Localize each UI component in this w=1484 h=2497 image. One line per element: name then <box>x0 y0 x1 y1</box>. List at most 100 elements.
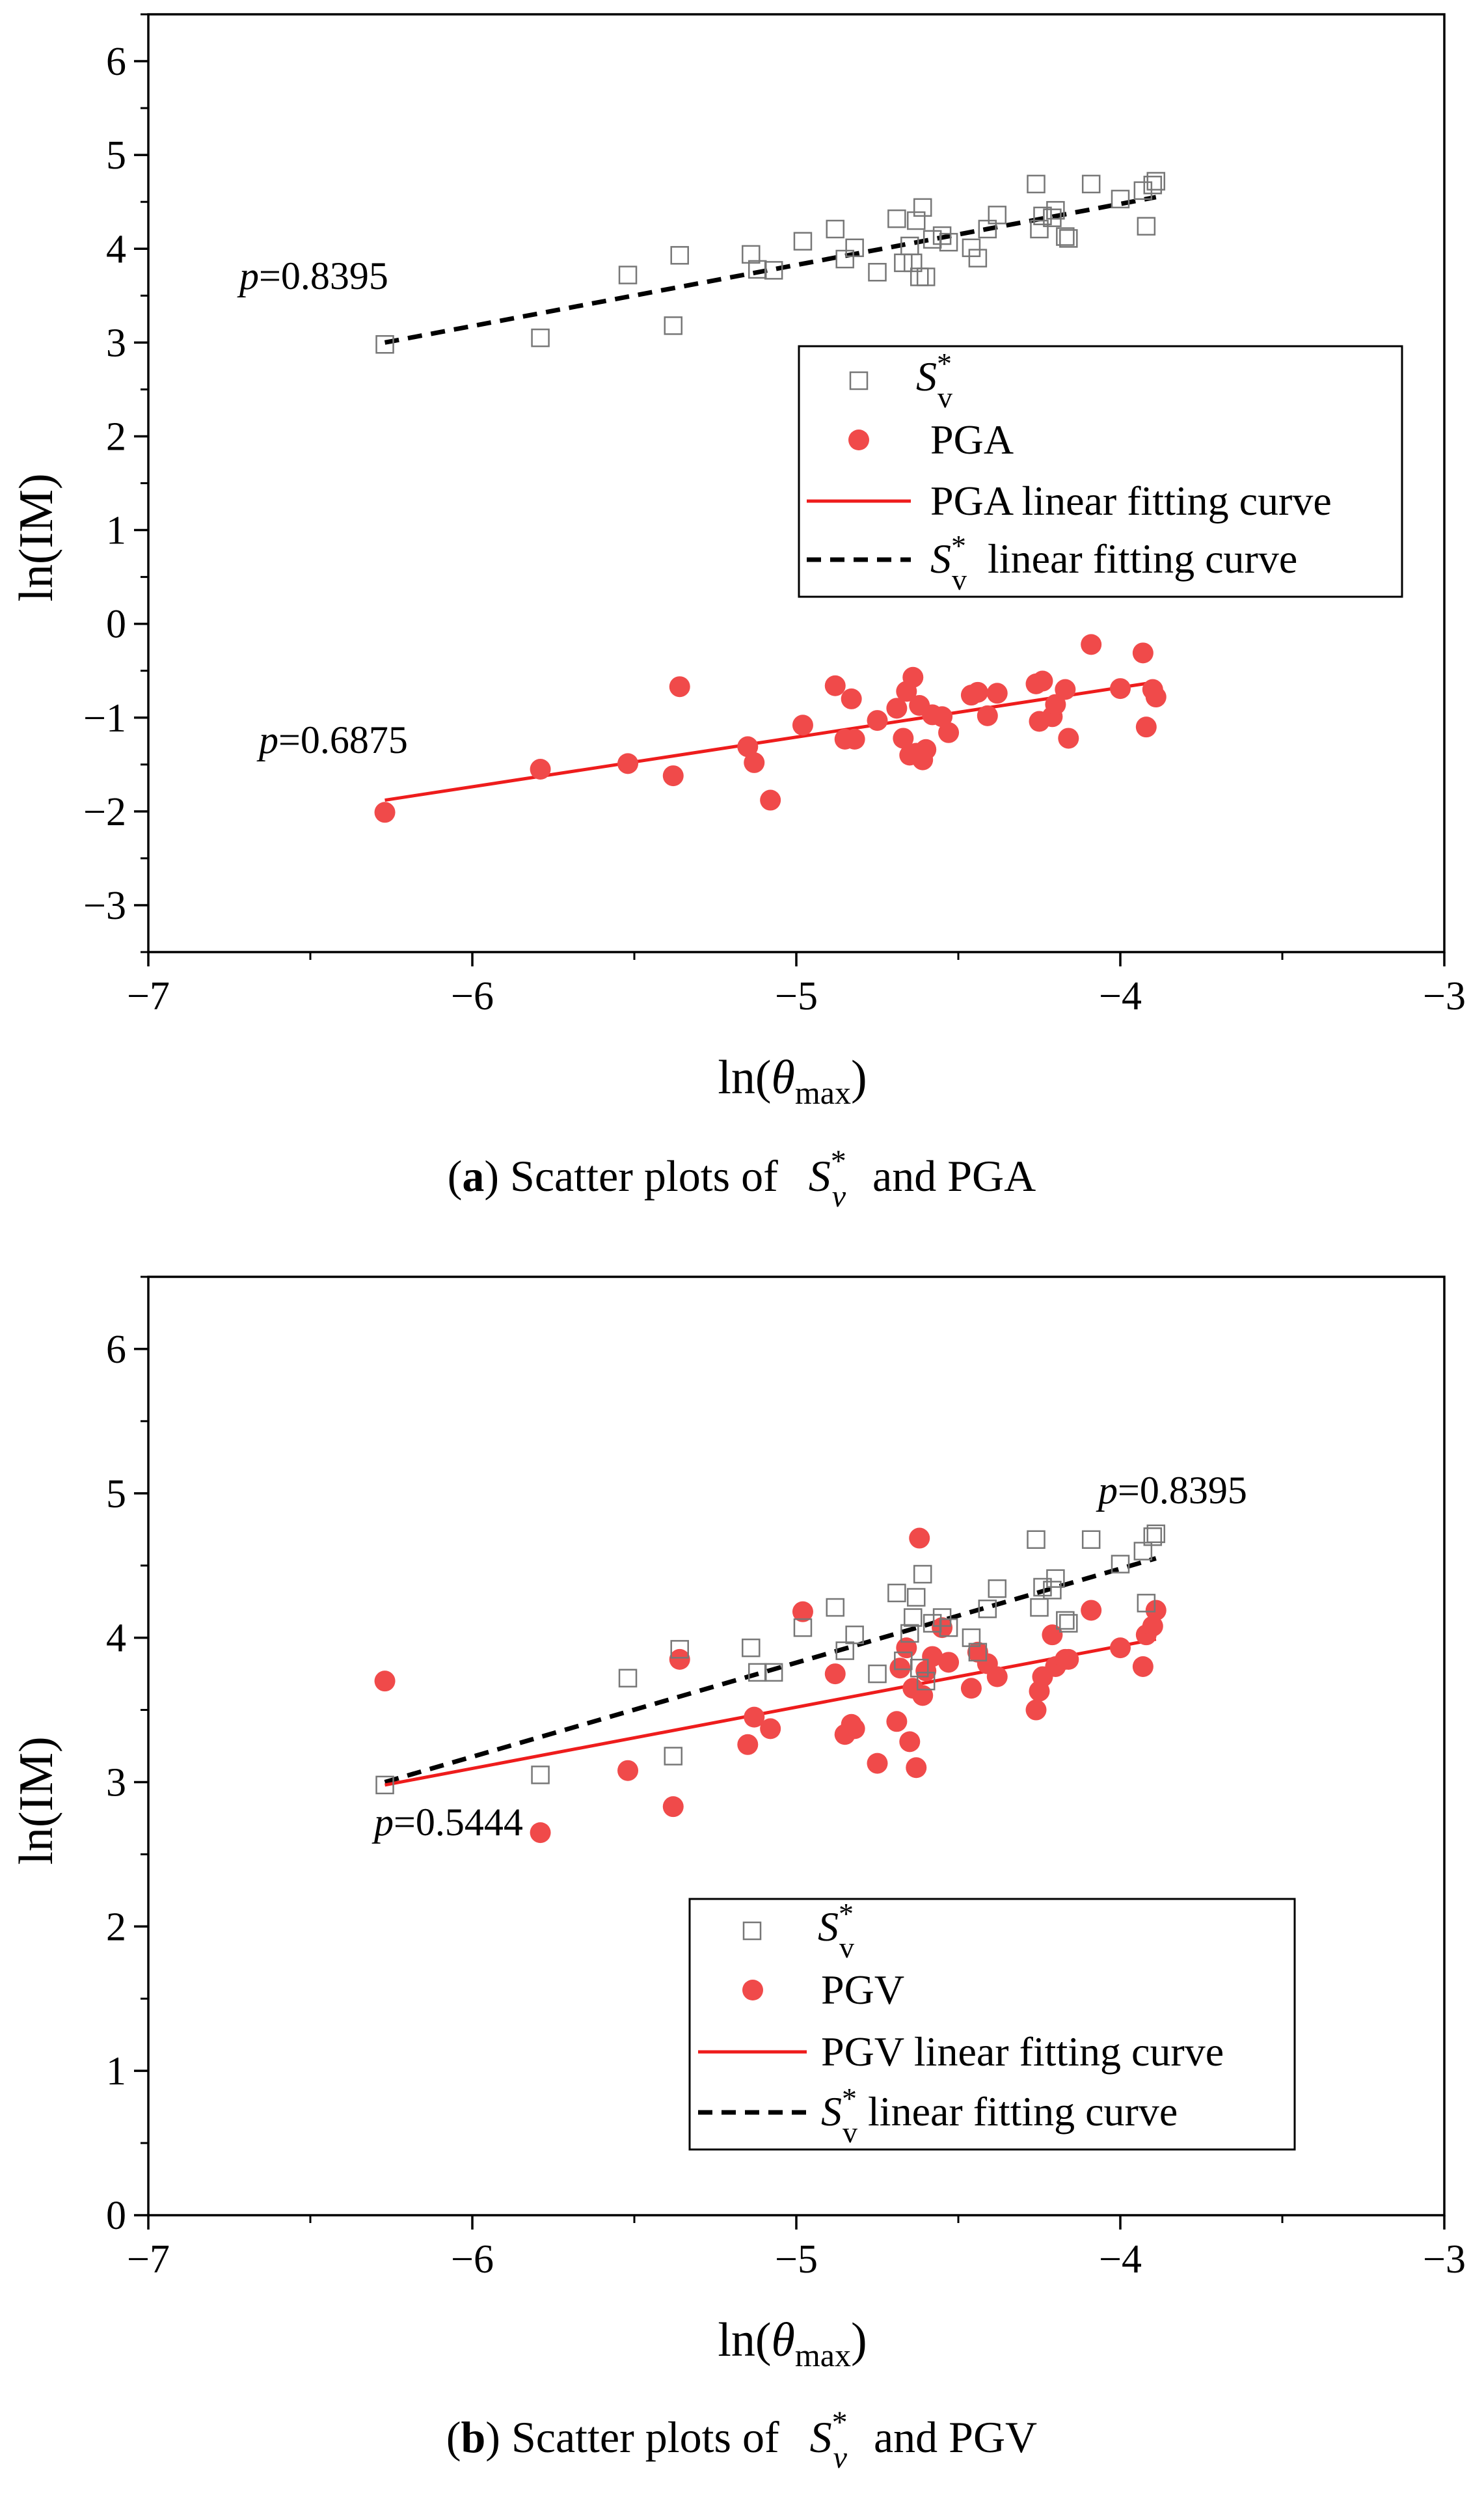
legend-pgv-fit-label: PGV linear fitting curve <box>821 2028 1224 2075</box>
square-point <box>835 249 854 269</box>
square-point <box>968 1643 988 1662</box>
square-point <box>962 1628 981 1647</box>
caption-paren-open: ( <box>446 2412 461 2462</box>
square-point <box>968 249 988 267</box>
square-point <box>916 267 936 286</box>
legend-pga-fit-label: PGA linear fitting curve <box>930 478 1332 524</box>
square-point <box>904 1608 923 1627</box>
y-tick-label: 5 <box>106 133 126 178</box>
legend-sv-marker <box>742 1921 762 1941</box>
circle-point <box>1081 634 1102 655</box>
y-tick-label: 6 <box>106 40 126 84</box>
circle-point <box>662 765 684 787</box>
square-point <box>868 1664 887 1684</box>
x-tick-label: −7 <box>127 974 170 1018</box>
panel-a-points <box>374 172 1167 823</box>
circle-point <box>669 1648 690 1670</box>
square-point <box>1059 1614 1078 1633</box>
circle-point <box>938 722 960 743</box>
x-tick-label: −5 <box>775 974 818 1018</box>
sv-base: S <box>818 1903 839 1950</box>
panel-b-pgv-p-annotation: p=0.5444 <box>371 1801 523 1844</box>
square-point <box>1137 1594 1156 1613</box>
square-point <box>1043 1581 1062 1600</box>
y-tick-label: 3 <box>106 321 126 365</box>
sv-sup: * <box>937 347 952 380</box>
square-point <box>1146 172 1166 191</box>
sv-sup: * <box>842 2082 857 2115</box>
legend-sv-marker <box>849 371 869 390</box>
circle-point <box>844 728 865 750</box>
sv-sub: v <box>938 381 952 414</box>
x-title-theta: θ <box>772 2313 795 2367</box>
circle-point <box>617 1760 639 1781</box>
panel-a-ticks: −7 −6 −5 −4 −3 −3 −2 −1 0 1 2 3 4 5 6 <box>83 13 1466 1018</box>
square-point <box>826 219 845 239</box>
square-point <box>1056 1611 1075 1630</box>
p-value: =0.8395 <box>259 254 388 297</box>
circle-point <box>374 1671 396 1692</box>
square-point <box>1027 1530 1046 1549</box>
square-point <box>742 245 761 264</box>
panel-a-sv-p-annotation: p=0.8395 <box>237 254 388 297</box>
y-tick-label: 4 <box>106 227 126 271</box>
square-point <box>894 253 913 273</box>
x-tick-label: −3 <box>1423 974 1466 1018</box>
legend-box <box>688 1898 1296 2151</box>
circle-point <box>792 715 813 736</box>
panel-b-legend: S* v PGV PGV linear fitting curve S* v lin… <box>688 1897 1296 2151</box>
circle-point <box>1132 642 1153 664</box>
circle-point <box>886 1711 908 1732</box>
caption-tail: and PGV <box>863 2412 1037 2462</box>
p-letter: p <box>237 254 259 297</box>
circle-point <box>867 1753 888 1774</box>
square-point <box>845 1625 864 1644</box>
legend-pgv-label: PGV <box>821 1967 904 2013</box>
circle-point <box>760 1718 781 1740</box>
circle-point <box>1145 687 1167 708</box>
x-tick-label: −3 <box>1423 2237 1466 2282</box>
circle-point <box>886 698 908 719</box>
square-point <box>913 198 932 217</box>
square-point <box>531 328 550 348</box>
square-point <box>1081 174 1101 194</box>
circle-point <box>669 676 690 698</box>
circle-point <box>915 739 937 760</box>
circle-point <box>1110 678 1131 700</box>
caption-paren-open: ( <box>448 1151 463 1201</box>
panel-b-ticks: −7 −6 −5 −4 −3 0 1 2 3 4 5 6 <box>106 1276 1466 2282</box>
legend-sv-label: S* v <box>916 347 952 414</box>
circle-point <box>374 802 396 823</box>
caption-sv-sup: * <box>831 1144 846 1179</box>
caption-text: Scatter plots of <box>500 2412 790 2462</box>
circle-point <box>986 683 1008 704</box>
y-tick-label: 2 <box>106 415 126 459</box>
square-point <box>531 1766 550 1784</box>
square-point <box>1046 200 1065 220</box>
square-point <box>939 1618 958 1637</box>
square-point <box>1046 1569 1065 1588</box>
square-point <box>670 1640 689 1659</box>
circle-point <box>1025 1699 1047 1721</box>
circle-point <box>1058 1648 1079 1670</box>
circle-point <box>530 759 551 780</box>
square-point <box>978 219 997 239</box>
square-point <box>375 1775 394 1795</box>
square-point <box>618 266 638 284</box>
square-point <box>1133 181 1153 200</box>
square-point <box>1111 1555 1130 1574</box>
sv-sub: v <box>952 563 967 596</box>
y-tick-label: 0 <box>106 603 126 647</box>
circle-point <box>1132 1656 1153 1677</box>
circle-point <box>909 1527 930 1549</box>
circle-point <box>824 675 846 696</box>
panel-a-pga-p-annotation: p=0.6875 <box>256 718 408 761</box>
square-point <box>742 1638 761 1658</box>
sv-fit-line <box>384 195 1157 345</box>
x-title-suffix: ) <box>851 1051 867 1104</box>
sv-sub: v <box>843 2116 857 2149</box>
legend-sv-label: S* v <box>818 1897 854 1964</box>
p-value: =0.8395 <box>1118 1469 1247 1512</box>
circle-point <box>912 1685 934 1706</box>
